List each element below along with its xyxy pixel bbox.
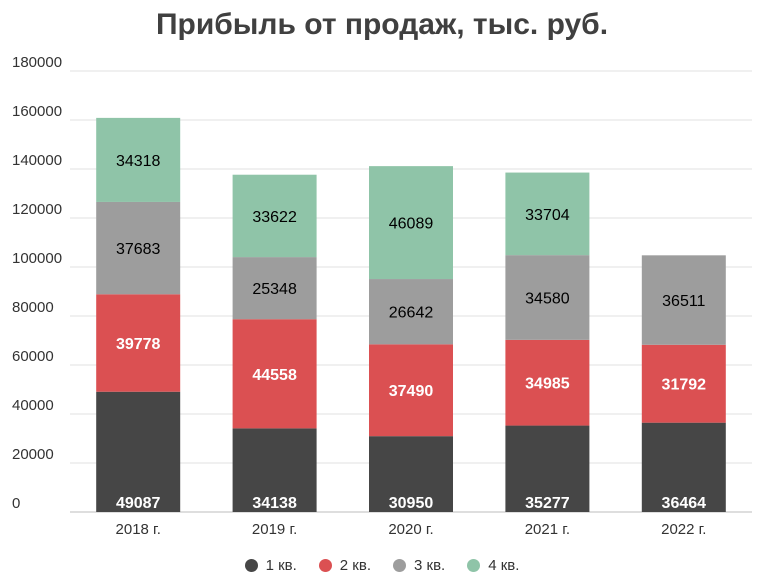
bar-segment	[641, 344, 726, 423]
legend-item: 2 кв.	[318, 557, 371, 574]
bar-segment	[232, 319, 317, 429]
bar-segment	[369, 344, 453, 437]
legend: 1 кв. 2 кв. 3 кв. 4 кв.	[0, 557, 764, 574]
data-label: 31792	[662, 377, 707, 394]
legend-label: 3 кв.	[414, 557, 446, 574]
data-label: 36464	[662, 495, 707, 512]
data-label: 37683	[116, 241, 161, 258]
data-label: 36511	[662, 293, 705, 310]
data-label: 33622	[252, 209, 297, 226]
legend-label: 2 кв.	[339, 557, 371, 574]
data-label: 44558	[252, 367, 297, 384]
legend-label: 4 кв.	[488, 557, 520, 574]
data-label: 37490	[389, 383, 434, 400]
y-tick-label: 0	[12, 495, 20, 512]
y-tick-label: 20000	[12, 446, 54, 463]
bar-segment	[369, 436, 453, 512]
y-tick-label: 140000	[12, 152, 62, 169]
bar-segment	[505, 425, 590, 512]
y-tick-label: 120000	[12, 201, 62, 218]
bar-segment	[505, 339, 590, 426]
bar-segment	[505, 255, 590, 340]
x-tick-label: 2021 г.	[525, 521, 570, 538]
bar-segment	[232, 257, 317, 320]
y-tick-label: 80000	[12, 299, 54, 316]
legend-item: 1 кв.	[244, 557, 297, 574]
data-label: 39778	[116, 336, 161, 353]
y-tick-label: 160000	[12, 103, 62, 120]
y-tick-label: 40000	[12, 397, 54, 414]
legend-swatch	[467, 559, 481, 572]
data-label: 49087	[116, 495, 161, 512]
bar-segment	[96, 201, 181, 295]
x-tick-label: 2022 г.	[661, 521, 706, 538]
bar-segment	[641, 422, 726, 512]
bar-segment	[641, 255, 726, 345]
data-label: 46089	[389, 216, 434, 233]
data-label: 34985	[525, 376, 570, 393]
y-tick-label: 60000	[12, 348, 54, 365]
legend-swatch	[318, 559, 332, 572]
x-tick-label: 2018 г.	[116, 521, 161, 538]
legend-label: 1 кв.	[265, 557, 297, 574]
data-label: 33704	[525, 207, 570, 224]
data-label: 34580	[525, 290, 570, 307]
bar-segment	[96, 391, 181, 512]
legend-item: 4 кв.	[467, 557, 519, 574]
data-label: 34318	[116, 153, 161, 170]
data-label: 30950	[389, 495, 434, 512]
x-tick-label: 2020 г.	[388, 521, 433, 538]
bar-segment	[505, 172, 590, 256]
legend-swatch	[393, 559, 406, 572]
bar-segment	[232, 428, 317, 512]
bar-segment	[232, 174, 317, 258]
data-label: 34138	[252, 495, 297, 512]
data-label: 25348	[252, 281, 297, 298]
bar-segment	[96, 117, 181, 202]
bar-segment	[369, 166, 453, 280]
data-label: 26642	[389, 305, 434, 322]
y-tick-label: 100000	[12, 250, 62, 267]
bar-segment	[369, 279, 453, 345]
bar-segment	[96, 294, 181, 392]
legend-swatch	[244, 559, 258, 572]
chart-title: Прибыль от продаж, тыс. руб.	[155, 8, 609, 41]
legend-item: 3 кв.	[393, 557, 445, 574]
y-tick-label: 180000	[12, 54, 62, 71]
data-label: 35277	[525, 495, 570, 512]
x-tick-label: 2019 г.	[252, 521, 297, 538]
